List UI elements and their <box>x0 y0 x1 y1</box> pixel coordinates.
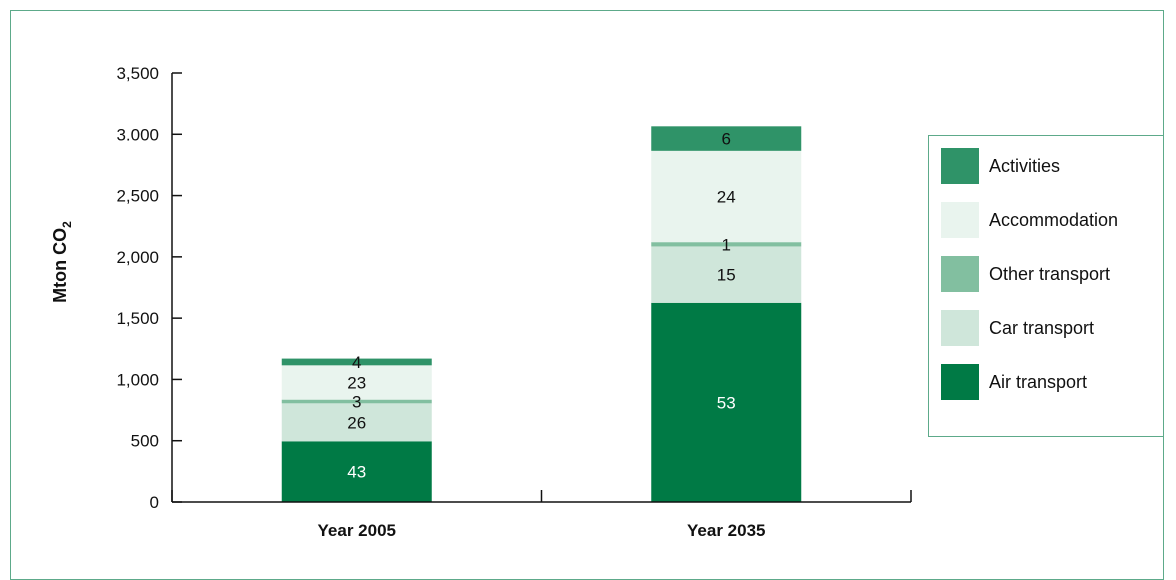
data-label-accommodation-1: 23 <box>347 373 366 392</box>
y-tick-label: 2,500 <box>116 187 159 206</box>
legend-swatch <box>941 202 979 238</box>
data-label-car-transport-1: 26 <box>347 413 366 432</box>
bar-segment-other-transport-1 <box>281 399 432 404</box>
data-label-other-transport-1: 3 <box>352 392 361 411</box>
y-axis-label-subscript: 2 <box>60 221 74 228</box>
bar-segment-other-transport-2 <box>651 242 802 247</box>
bar-segment-accommodation-2 <box>651 150 802 243</box>
legend-label: Other transport <box>989 264 1111 284</box>
y-tick-label: 1,500 <box>116 309 159 328</box>
legend-item-accommodation: Accommodation <box>941 202 1161 238</box>
legend-label: Activities <box>989 156 1061 176</box>
bar-segment-car-transport-1 <box>281 403 432 442</box>
y-tick-label: 1,000 <box>116 370 159 389</box>
x-tick-label: Year 2035 <box>687 521 765 540</box>
legend-swatch <box>941 310 979 346</box>
data-label-air-transport-2: 53 <box>717 393 736 412</box>
data-label-accommodation-2: 24 <box>717 187 736 206</box>
axes: 0 500 1,000 1,500 2,000 2,500 3.000 3,500 Year 2… <box>116 64 912 540</box>
y-axis-title: Mton CO2 <box>50 221 74 303</box>
legend-label: Air transport <box>989 372 1088 392</box>
legend-swatch <box>941 256 979 292</box>
y-tick-label: 2,000 <box>116 248 159 267</box>
legend-label: Car transport <box>989 318 1095 338</box>
data-label-activities-2: 6 <box>722 130 731 149</box>
bar-segment-accommodation-1 <box>281 365 432 400</box>
bar-segment-activities-2 <box>651 126 802 151</box>
data-label-activities-1: 4 <box>352 353 361 372</box>
bar-segment-air-transport-2 <box>651 302 802 502</box>
legend-swatch <box>941 364 979 400</box>
legend-label: Accommodation <box>989 210 1119 230</box>
data-label-air-transport-1: 43 <box>347 463 366 482</box>
y-axis-label: Mton CO2 <box>50 221 74 303</box>
y-tick-label: 3,500 <box>116 64 159 83</box>
data-label-other-transport-2: 1 <box>722 235 731 254</box>
bar-segment-air-transport-1 <box>281 441 432 502</box>
bar-segment-activities-1 <box>281 358 432 366</box>
data-label-car-transport-2: 15 <box>717 266 736 285</box>
x-tick-label: Year 2005 <box>318 521 396 540</box>
legend-swatch <box>941 148 979 184</box>
y-tick-label: 0 <box>150 493 159 512</box>
y-tick-label: 3.000 <box>116 125 159 144</box>
legend-item-air-transport: Air transport <box>941 364 1161 400</box>
legend-item-other-transport: Other transport <box>941 256 1161 292</box>
legend-item-car-transport: Car transport <box>941 310 1161 346</box>
legend-item-activities: Activities <box>941 148 1161 184</box>
y-tick-label: 500 <box>131 432 159 451</box>
legend: Activities Accommodation Other transport Ca… <box>928 135 1164 437</box>
bar-segment-car-transport-2 <box>651 246 802 303</box>
